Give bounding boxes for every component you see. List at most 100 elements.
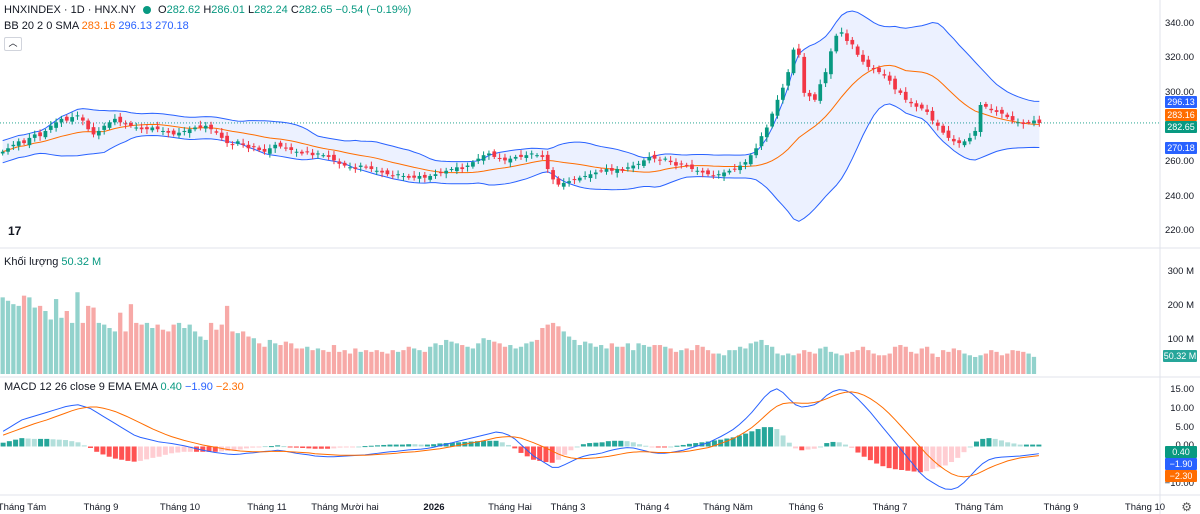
macd-histogram-bar <box>268 446 274 448</box>
collapse-legend-button[interactable]: ︿ <box>4 37 22 51</box>
macd-axis-label: −10.00 <box>1164 478 1194 490</box>
bb-legend[interactable]: BB 20 2 0 SMA 283.16 296.13 270.18 <box>4 20 189 32</box>
volume-bar <box>647 346 652 374</box>
macd-histogram-bar <box>212 446 218 452</box>
candle-body <box>791 49 796 74</box>
volume-bar <box>721 355 727 374</box>
volume-bar <box>198 336 203 374</box>
macd-histogram-bar <box>924 446 930 472</box>
macd-histogram-bar <box>961 446 967 453</box>
macd-histogram-bar <box>980 438 986 447</box>
candle-body <box>909 101 913 104</box>
macd-histogram-bar <box>524 446 530 457</box>
candle-body <box>754 148 758 156</box>
volume-bar <box>102 324 107 374</box>
macd-histogram-bar <box>175 446 181 453</box>
candle-body <box>732 168 737 170</box>
candle-body <box>535 155 539 157</box>
macd-histogram-bar <box>1017 444 1023 447</box>
candle-body <box>588 174 593 179</box>
macd-legend[interactable]: MACD 12 26 close 9 EMA EMA 0.40 −1.90 −2… <box>4 381 244 393</box>
macd-histogram-bar <box>849 446 855 448</box>
candle-body <box>877 67 881 73</box>
volume-bar <box>695 345 700 374</box>
time-axis-label: Tháng 11 <box>247 502 287 513</box>
macd-histogram-bar <box>406 444 412 447</box>
bollinger-bands <box>2 10 1040 222</box>
macd-histogram-bar <box>474 441 480 447</box>
candle-body <box>134 127 139 129</box>
candle-body <box>433 174 438 176</box>
macd-histogram-bar <box>119 446 125 460</box>
candle-body <box>893 78 897 90</box>
candle-body <box>925 109 929 112</box>
volume-bar <box>914 353 919 374</box>
volume-bar <box>711 353 716 374</box>
macd-histogram-bar <box>593 442 599 447</box>
macd-histogram-bar <box>293 446 299 448</box>
candle-body <box>519 154 523 157</box>
candle-body <box>866 59 871 67</box>
candle-body <box>380 170 384 173</box>
macd-histogram-bar <box>587 443 593 447</box>
candle-body <box>129 123 133 126</box>
volume-bar <box>395 351 401 374</box>
macd-histogram-bar <box>786 442 792 447</box>
candle-body <box>161 130 165 132</box>
volume-bar <box>898 345 903 374</box>
volume-bar <box>278 345 283 374</box>
macd-histogram-bar <box>275 445 281 447</box>
macd-histogram-bar <box>693 443 699 447</box>
candle-body <box>930 110 935 121</box>
settings-gear-icon[interactable]: ⚙ <box>1181 500 1192 514</box>
candle-body <box>567 181 571 183</box>
candle-body <box>449 169 454 171</box>
volume-bar <box>786 353 791 374</box>
macd-histogram-bar <box>381 444 387 447</box>
candle-body <box>214 131 219 133</box>
volume-bar <box>973 356 978 374</box>
candle-body <box>818 84 823 101</box>
candle-body <box>786 72 791 86</box>
macd-histogram-bar <box>643 445 649 447</box>
candle-body <box>903 91 908 100</box>
volume-bar <box>860 346 866 374</box>
volume-bar <box>967 355 972 374</box>
volume-bars <box>0 292 1037 374</box>
macd-histogram-bar <box>780 435 786 447</box>
candle-body <box>107 122 112 128</box>
candle-body <box>481 155 486 161</box>
macd-histogram-bar <box>312 446 318 449</box>
macd-histogram-bar <box>131 446 137 462</box>
candle-body <box>278 142 283 147</box>
candle-body <box>674 162 678 166</box>
candle-body <box>738 165 742 171</box>
volume-legend[interactable]: Khối lượng 50.32 M <box>4 256 102 268</box>
volume-bar <box>957 350 962 374</box>
macd-histogram-bar <box>162 446 168 455</box>
symbol-name[interactable]: HNXINDEX · 1D · HNX.NY <box>4 4 137 16</box>
volume-bar <box>999 355 1005 374</box>
volume-bar <box>625 343 631 374</box>
macd-histogram-bar <box>768 427 774 447</box>
candle-body <box>225 135 229 144</box>
candle-body <box>358 165 363 167</box>
volume-bar <box>962 353 967 374</box>
candle-body <box>203 125 208 129</box>
volume-bar <box>641 345 647 374</box>
macd-histogram-bar <box>156 446 162 457</box>
macd-histogram-bar <box>219 446 224 452</box>
volume-bar <box>342 350 347 374</box>
macd-histogram-bar <box>668 446 674 448</box>
candle-body <box>273 144 278 149</box>
candle-body <box>332 154 336 161</box>
candle-body <box>96 130 101 136</box>
bb-fill <box>2 10 1040 222</box>
candle-body <box>850 39 855 45</box>
candle-body <box>497 157 502 159</box>
candle-body <box>492 151 497 157</box>
volume-bar <box>1031 356 1037 374</box>
volume-bar <box>299 348 305 374</box>
candle-body <box>54 122 58 128</box>
